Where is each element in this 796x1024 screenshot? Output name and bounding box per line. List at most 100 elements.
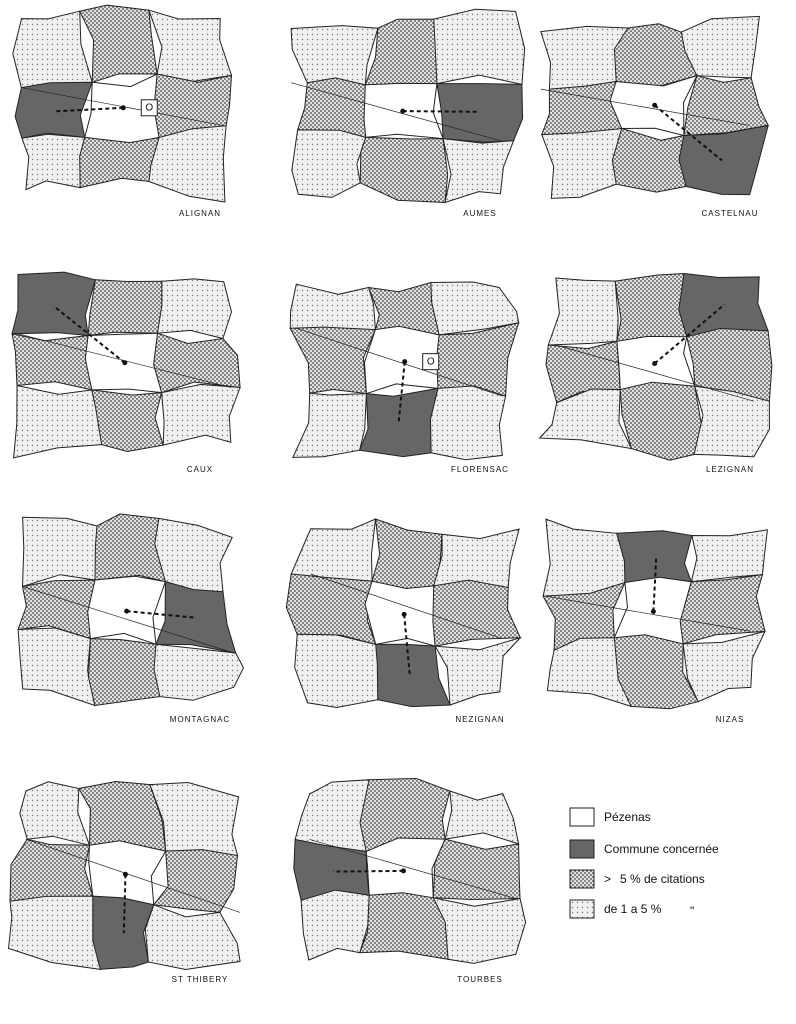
commune (155, 580, 237, 654)
map-label: TOURBES (457, 975, 503, 984)
commune-map: O ALIGNAN (12, 4, 233, 218)
commune-map: NIZAS (542, 518, 768, 724)
link-line (403, 614, 411, 674)
legend-ditto: " (690, 904, 694, 918)
map-label: LEZIGNAN (706, 465, 754, 474)
marker-box (140, 99, 158, 117)
commune (359, 136, 449, 204)
commune (679, 573, 766, 645)
commune (21, 133, 86, 191)
map-label: AUMES (463, 209, 496, 218)
link-line (332, 869, 404, 873)
commune (91, 389, 164, 453)
commune-map: TOURBES (293, 777, 527, 984)
commune (79, 136, 160, 189)
commune (161, 383, 241, 446)
commune (433, 8, 526, 86)
legend-label: Commune concernée (604, 842, 719, 856)
route-line (540, 88, 750, 126)
commune-map: O FLORENSAC (289, 281, 520, 474)
legend-label: Pézenas (604, 810, 651, 824)
link-line (654, 104, 723, 162)
commune (87, 638, 161, 707)
town-dot (124, 608, 130, 614)
legend-swatch (569, 899, 595, 919)
link-line (122, 874, 127, 934)
commune (429, 385, 507, 461)
town-dot (400, 108, 406, 114)
commune (614, 272, 688, 346)
commune (7, 895, 101, 970)
commune (690, 529, 768, 583)
link-line (54, 106, 124, 113)
town-dot (650, 608, 656, 614)
map-label: CAUX (187, 465, 213, 474)
legend-label: 5 % de citations (620, 872, 705, 886)
link-line (397, 361, 406, 422)
commune-map: CASTELNAU (540, 15, 769, 218)
commune-map: AUMES (290, 8, 526, 218)
commune (153, 332, 241, 394)
commune (680, 15, 760, 79)
commune (292, 392, 367, 458)
legend-swatch (569, 807, 595, 827)
commune (683, 75, 769, 137)
marker-label: O (145, 102, 153, 113)
commune (152, 849, 239, 913)
commune (678, 124, 769, 196)
route-line (309, 839, 516, 899)
marker-label: O (427, 356, 435, 367)
commune (87, 279, 167, 337)
map-label: NEZIGNAN (455, 715, 504, 724)
maps: O ALIGNAN AUMES CASTELNAU CAUX O FLORENSAC LEZI… (7, 4, 773, 984)
commune (153, 643, 245, 701)
commune (148, 9, 233, 83)
legend-label: de 1 a 5 % (604, 902, 662, 916)
route-line (22, 586, 234, 654)
commune (432, 897, 527, 964)
commune (78, 4, 158, 83)
route-line (310, 573, 500, 639)
town-dot (402, 359, 408, 365)
map-label: MONTAGNAC (170, 715, 230, 724)
commune-map: MONTAGNAC (17, 513, 245, 724)
link-line (126, 610, 196, 619)
commune (94, 513, 166, 583)
commune (364, 580, 437, 647)
route-line (555, 344, 754, 402)
commune-map: CAUX (11, 271, 241, 474)
commune (436, 83, 524, 143)
commune (442, 138, 515, 204)
commune (290, 518, 377, 585)
commune (432, 838, 521, 901)
commune (21, 516, 99, 588)
commune (547, 277, 619, 346)
route-line (296, 327, 503, 397)
commune (444, 790, 520, 845)
commune (541, 80, 623, 139)
commune-map: ST THIBERY (7, 780, 241, 984)
commune (291, 129, 367, 198)
commune (144, 904, 241, 971)
commune (148, 125, 227, 203)
commune (371, 518, 443, 590)
commune (154, 517, 233, 593)
commune (434, 636, 522, 706)
commune (678, 272, 769, 338)
town-dot (400, 868, 406, 874)
commune (156, 278, 233, 340)
commune (294, 633, 386, 709)
town-dot (120, 105, 126, 111)
marker-box (422, 353, 440, 371)
route-line (25, 838, 241, 913)
route-line (545, 595, 751, 632)
commune (17, 627, 96, 707)
commune (13, 384, 103, 459)
town-dot (122, 360, 128, 366)
map-label: FLORENSAC (451, 465, 509, 474)
commune (289, 283, 376, 334)
town-dot (652, 360, 658, 366)
commune (290, 25, 379, 86)
legend: Pézenas Commune concernée > 5 % de citat… (569, 807, 719, 919)
